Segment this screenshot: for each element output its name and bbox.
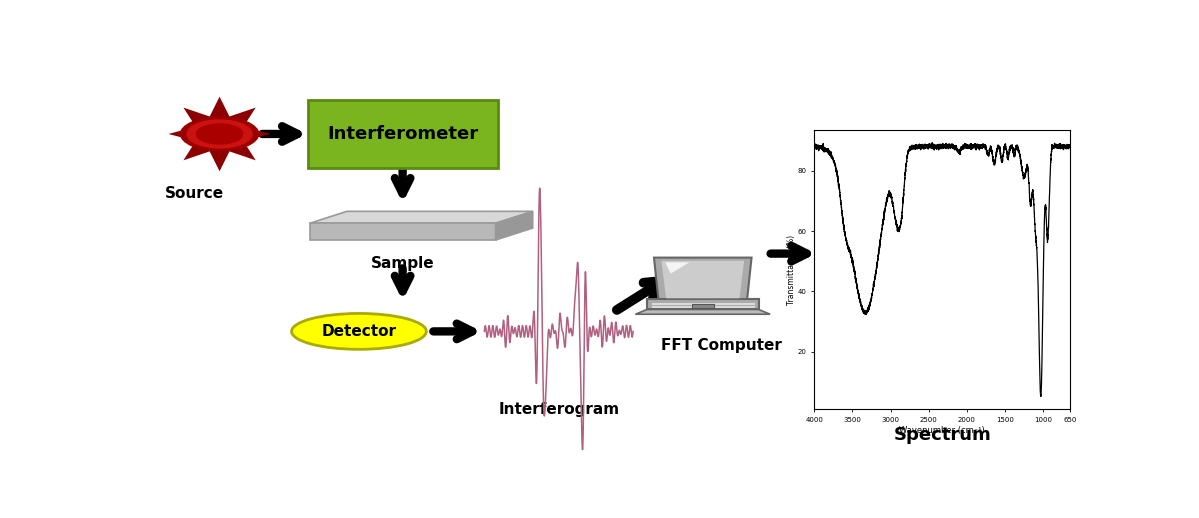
Polygon shape: [240, 126, 271, 142]
Polygon shape: [183, 139, 213, 161]
Polygon shape: [653, 257, 752, 301]
Polygon shape: [635, 309, 770, 314]
Text: FFT Computer: FFT Computer: [661, 338, 782, 353]
Polygon shape: [495, 211, 532, 240]
Polygon shape: [168, 126, 199, 142]
Text: Interferometer: Interferometer: [327, 125, 478, 143]
Circle shape: [197, 124, 242, 144]
Text: Sample: Sample: [370, 256, 434, 271]
Polygon shape: [209, 149, 230, 171]
Polygon shape: [183, 108, 213, 129]
Circle shape: [187, 120, 252, 148]
Polygon shape: [309, 223, 495, 240]
Polygon shape: [647, 299, 759, 309]
Ellipse shape: [291, 313, 427, 349]
Text: Detector: Detector: [321, 324, 397, 339]
Polygon shape: [665, 263, 689, 274]
Text: Source: Source: [165, 186, 224, 202]
Bar: [692, 304, 713, 308]
Polygon shape: [662, 261, 745, 298]
Text: Interferogram: Interferogram: [498, 401, 620, 416]
Polygon shape: [209, 97, 230, 119]
Polygon shape: [309, 211, 532, 223]
Text: Spectrum: Spectrum: [893, 426, 992, 444]
FancyBboxPatch shape: [308, 100, 499, 168]
Polygon shape: [227, 139, 255, 161]
Circle shape: [181, 117, 259, 151]
Polygon shape: [227, 108, 255, 129]
